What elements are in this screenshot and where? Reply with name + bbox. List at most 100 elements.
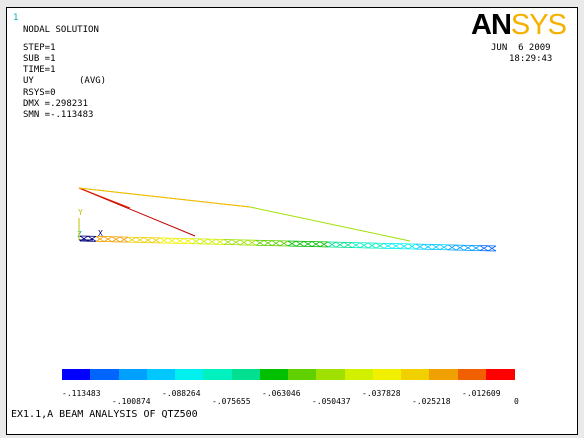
step-label: STEP=1 (23, 43, 56, 53)
truss-member (263, 240, 273, 246)
truss-member (487, 245, 497, 252)
legend-color-band (401, 369, 430, 380)
legend-tick-label: -.050437 (312, 397, 351, 406)
truss-member (231, 239, 241, 245)
truss-member (423, 244, 433, 250)
smn-label: SMN =-.113483 (23, 110, 94, 120)
result-field-label: UY (23, 76, 34, 86)
substep-label: SUB =1 (23, 54, 56, 64)
truss-member (375, 242, 385, 249)
truss-member (295, 241, 305, 247)
legend-color-band (288, 369, 317, 380)
time-label: TIME=1 (23, 65, 56, 75)
truss-member (191, 238, 201, 245)
legend-color-band (90, 369, 120, 380)
legend-tick-label: -.088264 (162, 389, 201, 398)
truss-member (287, 240, 297, 247)
legend-color-band (231, 369, 261, 380)
truss-member (311, 241, 321, 247)
window-number: 1 (13, 13, 19, 23)
truss-member (239, 239, 249, 246)
truss-member (399, 243, 409, 250)
truss-member (255, 240, 265, 246)
plot-title: NODAL SOLUTION (23, 25, 99, 35)
rear-tie-rod-upper (78, 187, 131, 209)
avg-label: (AVG) (79, 76, 107, 86)
date-label: JUN 6 2009 (491, 43, 551, 53)
truss-member (415, 243, 425, 250)
truss-member (391, 243, 401, 249)
legend-tick-label: -.075655 (212, 397, 251, 406)
truss-member (199, 238, 209, 245)
front-tie-rod-c (78, 187, 251, 208)
front-tie-rod-b (249, 206, 411, 242)
legend-tick-label: -.063046 (262, 389, 301, 398)
truss-member (447, 244, 457, 251)
truss-member (303, 241, 313, 247)
truss-member (151, 237, 161, 244)
truss-member (351, 242, 361, 248)
legend-color-band (316, 369, 346, 380)
truss-member (431, 244, 441, 250)
truss-member (103, 236, 113, 242)
truss-member (159, 237, 169, 244)
legend-color-band (344, 369, 374, 380)
logo-an: AN (471, 9, 512, 41)
truss-member (471, 245, 481, 251)
rsys-label: RSYS=0 (23, 88, 56, 98)
truss-member (319, 241, 329, 248)
truss-member (359, 242, 369, 249)
time-of-day-label: 18:29:43 (509, 54, 553, 64)
legend-color-band (485, 369, 515, 380)
truss-member (127, 237, 137, 243)
truss-member (271, 240, 281, 246)
legend-color-band (175, 369, 204, 380)
legend-tick-label: -.100874 (112, 397, 151, 406)
truss-member (479, 245, 489, 251)
legend-tick-label: -.037828 (362, 389, 401, 398)
legend-color-band (118, 369, 148, 380)
truss-member (367, 242, 377, 249)
truss-member (439, 244, 449, 250)
legend-color-band (62, 369, 91, 380)
truss-member (327, 241, 337, 248)
legend-color-band (203, 369, 233, 380)
truss-member (335, 242, 345, 248)
truss-member (135, 237, 145, 243)
plot-viewport[interactable]: 1 NODAL SOLUTION STEP=1 SUB =1 TIME=1 UY… (6, 7, 578, 435)
dmx-label: DMX =.298231 (23, 99, 89, 109)
truss-member (167, 237, 177, 244)
footer-title: EX1.1,A BEAM ANALYSIS OF QTZ500 (11, 409, 198, 420)
truss-member (463, 245, 473, 251)
legend-color-band (457, 369, 487, 380)
legend-color-band (429, 369, 459, 380)
legend-tick-label: 0 (514, 397, 519, 406)
truss-member (223, 239, 233, 245)
legend-tick-label: -.025218 (412, 397, 451, 406)
truss-member (247, 239, 257, 246)
legend-color-band (372, 369, 402, 380)
truss-member (215, 239, 225, 245)
truss-member (111, 236, 121, 243)
logo-sys: SYS (510, 9, 567, 41)
ansys-logo: ANSYS (471, 9, 567, 41)
truss-member (383, 243, 393, 249)
triad-x-label: X (98, 229, 103, 238)
legend-color-band (259, 369, 289, 380)
truss-member (343, 242, 353, 248)
triad-y-label: Y (78, 208, 83, 217)
truss-member (119, 236, 129, 243)
truss-member (95, 236, 105, 242)
truss-member (143, 237, 153, 243)
truss-member (207, 238, 217, 245)
truss-member (183, 238, 193, 244)
truss-member (175, 238, 185, 244)
legend-color-band (146, 369, 176, 380)
truss-member (407, 243, 417, 250)
legend-tick-label: -.113483 (62, 389, 101, 398)
jib-truss (79, 235, 497, 252)
truss-member (455, 244, 465, 251)
truss-member (279, 240, 289, 247)
